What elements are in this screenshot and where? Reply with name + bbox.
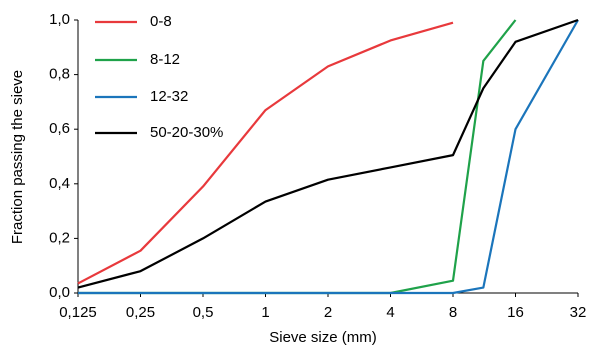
x-tick-label: 0,5 [193, 304, 214, 321]
y-tick-label: 1,0 [49, 11, 70, 28]
legend-label: 8-12 [150, 51, 180, 68]
x-tick-label: 0,25 [126, 304, 155, 321]
y-tick-label: 0,2 [49, 229, 70, 246]
x-tick-label: 0,125 [59, 304, 97, 321]
legend-label: 50-20-30% [150, 124, 223, 141]
y-tick-label: 0,0 [49, 284, 70, 301]
y-tick-label: 0,4 [49, 175, 70, 192]
x-tick-label: 4 [386, 304, 394, 321]
y-tick-label: 0,8 [49, 66, 70, 83]
x-tick-label: 2 [324, 304, 332, 321]
x-tick-label: 32 [570, 304, 587, 321]
x-tick-label: 8 [449, 304, 457, 321]
legend-label: 12-32 [150, 88, 188, 105]
x-tick-label: 1 [261, 304, 269, 321]
series-line [77, 18, 579, 289]
x-tick-label: 16 [507, 304, 524, 321]
y-tick-label: 0,6 [49, 120, 70, 137]
x-axis-title: Sieve size (mm) [269, 329, 377, 346]
y-axis-title: Fraction passing the sieve [9, 70, 26, 244]
series-line [78, 19, 579, 295]
legend-label: 0-8 [150, 13, 172, 30]
series-line [77, 21, 454, 285]
